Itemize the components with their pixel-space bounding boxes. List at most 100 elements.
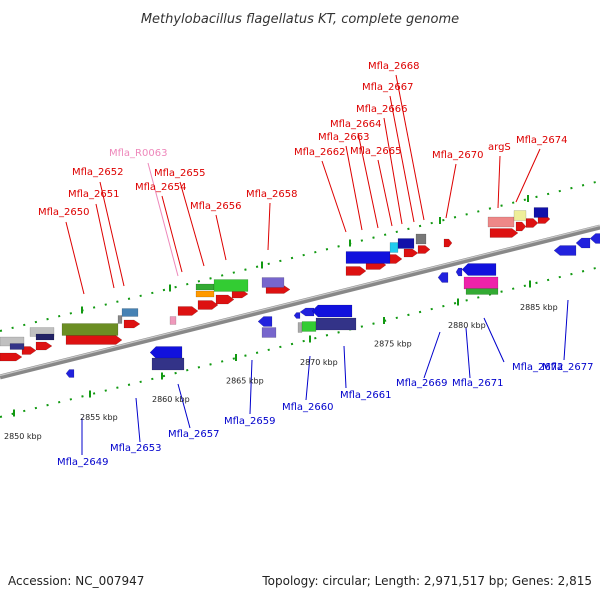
reverse-gene-arrow — [575, 237, 591, 249]
forward-gene-label: Mfla_2652 — [72, 167, 124, 178]
forward-gene-label: Mfla_2654 — [135, 182, 187, 193]
forward-gene-arrow — [415, 233, 427, 245]
reverse-gene-arrow — [257, 316, 273, 327]
forward-gene-label-leader — [395, 74, 425, 221]
forward-gene-arrow — [35, 333, 55, 341]
forward-gene-arrow — [487, 216, 515, 228]
reverse-gene-arrow — [261, 327, 277, 338]
scale-tick-label: 2875 kbp — [374, 340, 412, 349]
forward-gene-arrow — [65, 335, 123, 345]
reverse-gene-label-leader — [135, 397, 141, 443]
forward-gene-label-leader — [377, 159, 393, 227]
forward-gene-arrow — [515, 221, 527, 232]
scale-tick-label: 2850 kbp — [4, 432, 42, 441]
genome-backbone — [0, 224, 600, 380]
scale-tick-label: 2855 kbp — [80, 413, 118, 422]
forward-gene-arrow — [123, 319, 141, 329]
forward-gene-label: Mfla_2664 — [330, 119, 382, 130]
forward-gene-label-leader — [445, 163, 457, 219]
forward-gene-arrow — [213, 279, 249, 292]
forward-gene-label: Mfla_2655 — [154, 168, 206, 179]
reverse-gene-label-leader — [177, 383, 191, 429]
forward-gene-label: Mfla_2663 — [318, 132, 370, 143]
reverse-gene-arrow — [553, 245, 577, 256]
scale-tick-label: 2860 kbp — [152, 395, 190, 404]
accession-text: Accession: NC_007947 — [8, 574, 145, 588]
genome-summary-text: Topology: circular; Length: 2,971,517 bp… — [262, 574, 592, 588]
reverse-gene-arrow — [461, 263, 497, 276]
forward-gene-label-leader — [95, 203, 115, 289]
forward-gene-arrow — [389, 242, 399, 253]
forward-gene-label-leader — [65, 221, 85, 295]
forward-gene-label: Mfla_2670 — [432, 150, 484, 161]
reverse-gene-label-leader — [305, 355, 311, 401]
forward-gene-label: Mfla_R0063 — [109, 148, 167, 159]
reverse-gene-label: Mfla_2649 — [57, 457, 109, 468]
reverse-gene-arrow — [589, 233, 600, 244]
forward-gene-arrow — [261, 277, 285, 288]
reverse-gene-label: Mfla_2657 — [168, 429, 220, 440]
reverse-gene-arrow — [463, 276, 499, 290]
reverse-gene-label-leader — [249, 359, 253, 415]
forward-gene-label-leader — [99, 181, 125, 287]
reverse-gene-arrow — [149, 346, 183, 359]
reverse-gene-arrow — [315, 317, 357, 331]
forward-gene-label-leader — [345, 145, 363, 231]
forward-gene-label: Mfla_2658 — [246, 189, 298, 200]
forward-gene-label-leader — [321, 160, 347, 233]
forward-gene-arrow — [533, 207, 549, 218]
forward-gene-arrow — [197, 300, 219, 310]
forward-gene-arrow — [417, 245, 431, 254]
forward-gene-arrow — [9, 343, 25, 350]
forward-gene-label-leader — [147, 162, 179, 277]
scale-tick-label: 2865 kbp — [226, 377, 264, 386]
scale-tick-label: 2880 kbp — [448, 321, 486, 330]
reverse-gene-arrow — [437, 272, 449, 283]
gene-labels: 2850 kbp 2855 kbp 2860 kbp 2865 kbp 2870 kbp… — [4, 61, 594, 468]
scale-tick-label: 2870 kbp — [300, 358, 338, 367]
forward-gene-arrow — [525, 218, 539, 228]
forward-gene-arrow — [21, 346, 37, 355]
forward-gene-arrow — [403, 248, 419, 258]
reverse-gene-label-leader — [483, 317, 505, 363]
forward-gene-label: argS — [488, 142, 511, 153]
reverse-gene-label: Mfla_2661 — [340, 390, 392, 401]
reverse-gene-label-leader — [465, 327, 471, 379]
forward-gene-arrow — [35, 341, 53, 351]
reverse-gene-label: Mfla_2660 — [282, 402, 334, 413]
reverse-gene-label-leader — [343, 345, 347, 389]
forward-gene-label-leader — [161, 195, 183, 273]
forward-gene-label-leader — [215, 214, 227, 261]
forward-gene-arrow — [345, 251, 391, 264]
forward-gene-label: Mfla_2650 — [38, 207, 90, 218]
reverse-gene-arrow — [299, 307, 315, 317]
forward-gene-label: Mfla_2666 — [356, 104, 408, 115]
forward-gene-arrow — [61, 323, 119, 336]
reverse-gene-arrow — [465, 288, 499, 295]
forward-ruler — [0, 180, 600, 332]
reverse-gene-arrow — [455, 267, 463, 277]
reverse-gene-label: Mfla_2669 — [396, 378, 448, 389]
reverse-gene-label-leader — [423, 331, 441, 379]
reverse-gene-arrow — [293, 312, 301, 319]
forward-gene-arrow — [117, 315, 123, 324]
reverse-gene-label: Mfla_2671 — [452, 378, 504, 389]
map-title: Methylobacillus flagellatus KT, complete… — [141, 12, 459, 27]
forward-gene-label-leader — [179, 181, 205, 267]
forward-gene-arrow — [0, 352, 23, 362]
forward-gene-arrow — [121, 308, 139, 317]
forward-gene-arrow — [215, 294, 235, 305]
forward-gene-arrow — [443, 238, 453, 248]
track-layer — [0, 180, 600, 418]
forward-gene-label-leader — [383, 117, 403, 225]
reverse-gene-label: Mfla_2672 — [512, 362, 564, 373]
forward-gene-label: Mfla_2668 — [368, 61, 420, 72]
reverse-gene-label: Mfla_2653 — [110, 443, 162, 454]
forward-gene-arrow — [169, 316, 177, 325]
forward-gene-arrow — [397, 238, 415, 249]
scale-tick-label: 2885 kbp — [520, 303, 558, 312]
forward-gene-label: Mfla_2665 — [350, 146, 402, 157]
leader-lines — [65, 74, 569, 455]
